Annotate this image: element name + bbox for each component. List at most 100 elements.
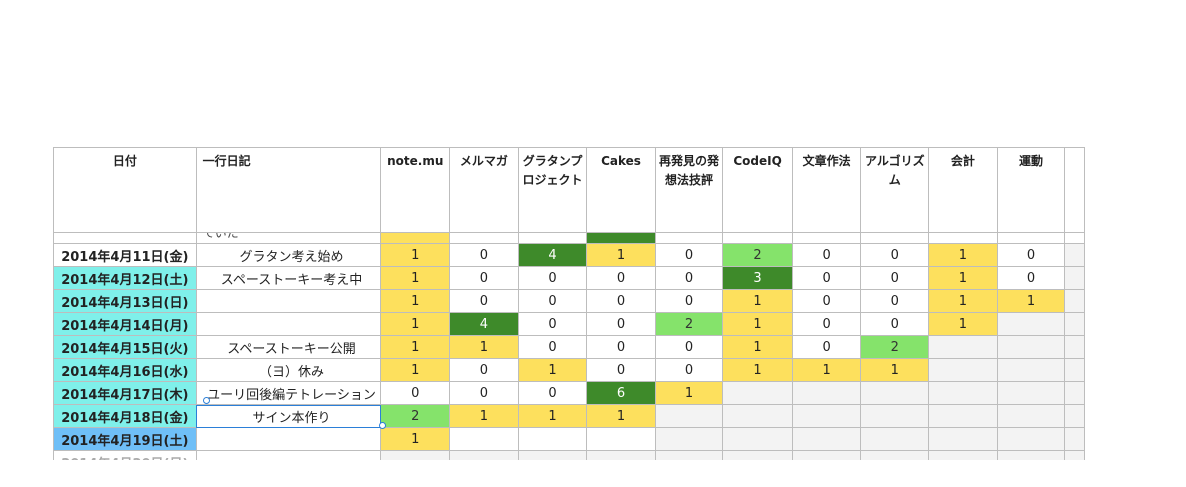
value-cell[interactable]: 0 — [654, 289, 724, 313]
value-cell[interactable]: 1 — [722, 335, 793, 359]
date-cell[interactable]: 2014年4月20日(日) — [53, 450, 197, 460]
selection-handle-top[interactable] — [203, 397, 210, 404]
value-cell[interactable]: 2 — [654, 312, 724, 336]
date-cell[interactable]: 2014年4月18日(金) — [53, 404, 197, 428]
diary-cell[interactable]: グラタン考え始め — [195, 243, 382, 267]
value-cell[interactable]: 0 — [586, 312, 656, 336]
value-cell[interactable] — [586, 427, 656, 451]
table-cell[interactable] — [1064, 232, 1085, 244]
value-cell[interactable] — [1064, 335, 1085, 359]
value-cell[interactable] — [1064, 381, 1085, 405]
header-gratin-project[interactable]: グラタンプロジェクト — [517, 147, 588, 233]
date-cell[interactable]: 2014年4月14日(月) — [53, 312, 197, 336]
value-cell[interactable]: 0 — [586, 289, 656, 313]
table-cell[interactable]: ていた — [195, 232, 382, 244]
value-cell[interactable]: 2 — [860, 335, 930, 359]
value-cell[interactable] — [928, 427, 998, 451]
value-cell[interactable] — [928, 404, 998, 428]
value-cell[interactable]: 0 — [791, 312, 862, 336]
diary-cell[interactable] — [195, 312, 382, 336]
value-cell[interactable]: 3 — [722, 266, 793, 290]
value-cell[interactable]: 1 — [860, 358, 930, 382]
value-cell[interactable] — [517, 427, 588, 451]
value-cell[interactable]: 0 — [449, 289, 519, 313]
value-cell[interactable]: 1 — [449, 335, 519, 359]
value-cell[interactable] — [1064, 450, 1085, 460]
value-cell[interactable] — [791, 381, 862, 405]
value-cell[interactable] — [586, 450, 656, 460]
value-cell[interactable]: 1 — [586, 404, 656, 428]
date-cell[interactable]: 2014年4月12日(土) — [53, 266, 197, 290]
value-cell[interactable]: 1 — [517, 358, 588, 382]
diary-cell[interactable]: ユーリ回後編テトレーション — [195, 381, 382, 405]
value-cell[interactable]: 0 — [586, 335, 656, 359]
value-cell[interactable]: 0 — [860, 289, 930, 313]
value-cell[interactable] — [860, 404, 930, 428]
header-note-mu[interactable]: note.mu — [380, 147, 451, 233]
value-cell[interactable] — [996, 335, 1066, 359]
value-cell[interactable]: 0 — [791, 266, 862, 290]
value-cell[interactable]: 0 — [791, 243, 862, 267]
value-cell[interactable]: 1 — [928, 243, 998, 267]
date-cell[interactable]: 2014年4月15日(火) — [53, 335, 197, 359]
value-cell[interactable] — [654, 427, 724, 451]
value-cell[interactable] — [722, 450, 793, 460]
value-cell[interactable]: 6 — [586, 381, 656, 405]
value-cell[interactable]: 1 — [654, 381, 724, 405]
table-cell[interactable] — [449, 232, 519, 244]
diary-cell[interactable] — [195, 427, 382, 451]
header-writing[interactable]: 文章作法 — [791, 147, 862, 233]
value-cell[interactable]: 0 — [586, 266, 656, 290]
value-cell[interactable] — [1064, 243, 1085, 267]
table-cell[interactable] — [791, 232, 862, 244]
diary-cell[interactable] — [195, 450, 382, 460]
value-cell[interactable] — [996, 312, 1066, 336]
date-cell[interactable]: 2014年4月17日(木) — [53, 381, 197, 405]
value-cell[interactable] — [860, 427, 930, 451]
diary-cell[interactable]: スペーストーキー公開 — [195, 335, 382, 359]
value-cell[interactable] — [380, 450, 451, 460]
value-cell[interactable]: 0 — [517, 335, 588, 359]
header-algorithm[interactable]: アルゴリズム — [860, 147, 930, 233]
value-cell[interactable]: 0 — [654, 335, 724, 359]
value-cell[interactable]: 1 — [380, 358, 451, 382]
value-cell[interactable]: 1 — [722, 312, 793, 336]
value-cell[interactable] — [791, 427, 862, 451]
diary-cell-selected[interactable]: サイン本作り — [195, 404, 382, 428]
date-cell[interactable]: 2014年4月16日(水) — [53, 358, 197, 382]
value-cell[interactable]: 0 — [791, 289, 862, 313]
table-cell[interactable] — [586, 232, 656, 244]
value-cell[interactable]: 0 — [449, 266, 519, 290]
value-cell[interactable]: 0 — [517, 381, 588, 405]
header-mailmag[interactable]: メルマガ — [449, 147, 519, 233]
value-cell[interactable]: 2 — [380, 404, 451, 428]
value-cell[interactable] — [722, 381, 793, 405]
value-cell[interactable]: 0 — [654, 266, 724, 290]
table-cell[interactable] — [996, 232, 1066, 244]
value-cell[interactable] — [1064, 404, 1085, 428]
value-cell[interactable] — [654, 450, 724, 460]
table-cell[interactable] — [860, 232, 930, 244]
value-cell[interactable]: 1 — [380, 289, 451, 313]
value-cell[interactable] — [1064, 289, 1085, 313]
value-cell[interactable] — [996, 427, 1066, 451]
header-cakes[interactable]: Cakes — [586, 147, 656, 233]
value-cell[interactable]: 1 — [928, 266, 998, 290]
value-cell[interactable]: 2 — [722, 243, 793, 267]
value-cell[interactable]: 0 — [517, 312, 588, 336]
value-cell[interactable]: 1 — [996, 289, 1066, 313]
value-cell[interactable]: 0 — [380, 381, 451, 405]
value-cell[interactable] — [791, 450, 862, 460]
value-cell[interactable] — [722, 427, 793, 451]
value-cell[interactable]: 0 — [654, 358, 724, 382]
value-cell[interactable]: 0 — [586, 358, 656, 382]
diary-cell[interactable] — [195, 289, 382, 313]
value-cell[interactable] — [996, 404, 1066, 428]
value-cell[interactable] — [996, 381, 1066, 405]
value-cell[interactable] — [1064, 358, 1085, 382]
value-cell[interactable] — [996, 450, 1066, 460]
spreadsheet[interactable]: 日付 一行日記 note.mu メルマガ グラタンプロジェクト Cakes 再発… — [53, 147, 1085, 460]
value-cell[interactable]: 1 — [722, 358, 793, 382]
value-cell[interactable] — [449, 450, 519, 460]
value-cell[interactable]: 4 — [517, 243, 588, 267]
